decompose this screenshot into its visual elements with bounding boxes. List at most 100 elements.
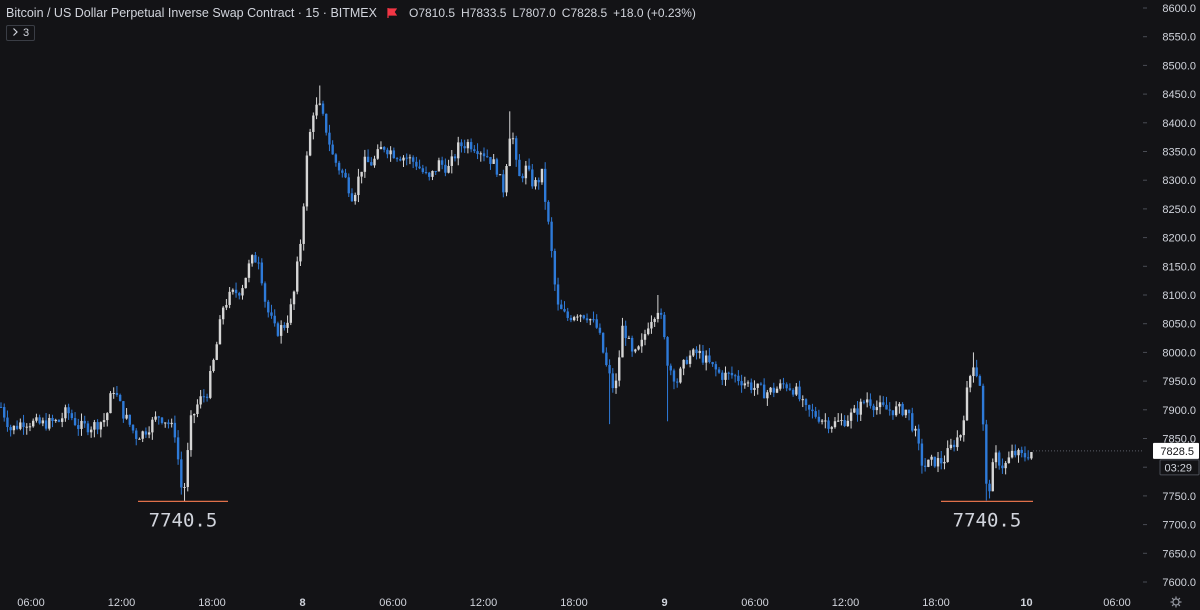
candle-body [492,159,495,164]
candle-body [637,346,640,350]
candle-body [386,149,389,155]
candle-body [209,370,212,398]
candle-body [225,304,228,308]
candle-body [405,157,408,159]
candle-body [463,146,466,149]
candle-body [221,307,225,320]
price-tick-label: 8400.0 [1162,118,1196,130]
chevron-right-icon [12,26,19,40]
candle-body [943,461,946,464]
candle-body [205,396,209,398]
candle-body [920,443,924,466]
candle-body [521,176,524,179]
candle-body [244,277,247,289]
candle-body [515,138,518,160]
candle-body [64,407,67,419]
time-axis-area[interactable] [0,592,1200,610]
candle-body [743,383,747,386]
candle-body [96,422,99,430]
candle-body [350,193,354,202]
candle-body [3,407,6,418]
candle-body [469,142,473,150]
study-toggle-button[interactable]: 3 [6,25,36,41]
candle-body [534,180,537,187]
candle-body [949,444,953,449]
candle-body [888,409,891,411]
candle-body [263,283,267,302]
candle-body [193,413,196,416]
price-tick-label: 8250.0 [1162,204,1196,216]
candle-body [502,174,505,193]
candle-body [276,323,280,336]
candle-body [524,165,528,179]
candle-body [180,459,183,488]
candle-body [1023,453,1027,458]
candle-body [157,416,160,418]
candle-body [202,396,206,398]
candle-body [19,422,22,429]
candle-body [940,458,943,464]
candle-body [60,418,64,422]
candle-body [833,421,837,428]
candle-body [598,327,602,333]
last-price-badge [1153,442,1199,459]
candle-body [44,420,48,429]
candle-body [89,429,93,433]
candle-body [511,138,515,140]
candle-body [189,415,193,451]
price-tick-label: 7700.0 [1162,520,1196,532]
candle-body [869,399,872,406]
candle-body [923,465,927,467]
candle-body [721,372,724,380]
candle-body [83,420,86,424]
gear-icon-ring [1172,598,1180,606]
candle-body [144,431,148,435]
candle-body [122,401,125,419]
candle-body [125,414,128,419]
candle-body [147,432,151,435]
candle-body [653,318,656,322]
symbol-title[interactable]: Bitcoin / US Dollar Perpetual Inverse Sw… [6,6,377,20]
candle-body [550,221,553,251]
candle-body [196,404,199,414]
candle-body [585,318,589,321]
gear-icon[interactable] [1170,596,1182,608]
candle-body [566,311,569,318]
candle-body [531,169,534,187]
price-tick-label: 7950.0 [1162,376,1196,388]
candle-body [370,162,373,166]
candle-body [846,420,850,427]
candle-body [241,288,244,296]
candle-body [621,325,624,358]
countdown-badge [1159,459,1200,476]
last-price-label: 7828.5 [1160,446,1194,458]
candle-body [331,144,334,155]
candle-body [167,422,170,425]
candle-body [878,402,882,408]
candle-body [283,325,286,328]
candle-body [48,417,51,429]
candle-body [614,380,618,389]
candle-body [447,165,450,173]
candle-body [495,159,499,175]
candle-body [1010,450,1014,458]
low-value: 7807.0 [519,6,556,20]
candle-body [135,430,138,439]
candle-body [952,444,956,448]
candle-body [1001,465,1004,469]
candle-body [885,404,888,410]
candle-body [988,483,991,492]
price-axis-area[interactable] [1143,0,1200,592]
flag-icon[interactable] [387,8,397,18]
candle-body [489,157,492,164]
candle-body [518,159,521,177]
candle-body [238,293,241,296]
candle-body [698,350,701,354]
candle-body [164,422,167,424]
candle-body [392,150,396,159]
candle-body [627,337,631,339]
candle-body [183,487,186,489]
candle-body [41,420,45,424]
candle-body [969,376,972,388]
